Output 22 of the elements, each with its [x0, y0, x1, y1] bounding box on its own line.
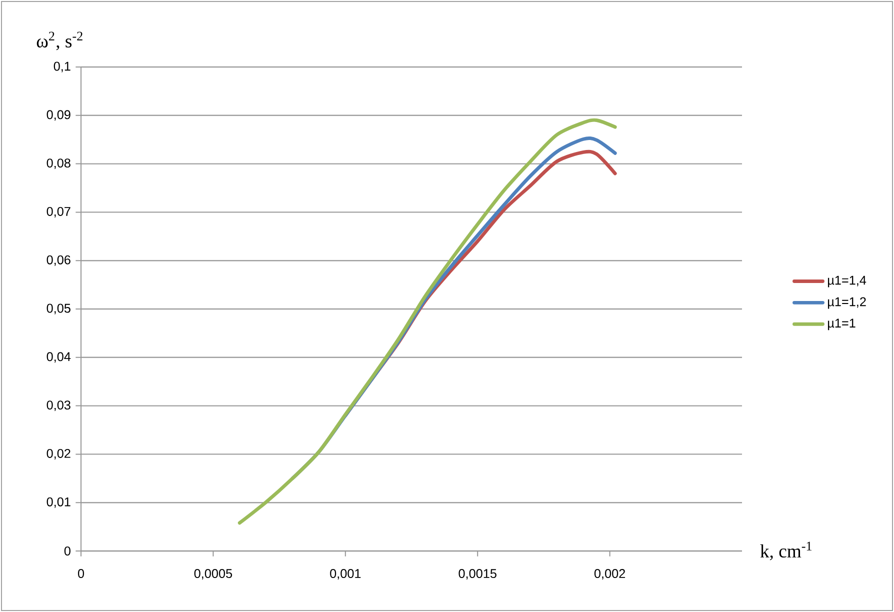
x-tick-label: 0,0015 — [458, 569, 496, 580]
y-tick-label: 0,09 — [46, 110, 70, 121]
y-tick-label: 0,03 — [46, 400, 70, 412]
y-tick-label: 0,02 — [46, 448, 70, 460]
y-tick-label: 0,05 — [46, 304, 70, 314]
y-tick-label: 0,1 — [54, 62, 70, 72]
y-axis-title: ω$^{2}$, s$^{-2}$ — [36, 32, 82, 50]
x-tick-label: 0,002 — [594, 569, 626, 580]
y-tick-label: 0,06 — [46, 255, 70, 266]
y-tick-label: 0 — [64, 546, 70, 556]
y-tick-label: 0,08 — [46, 158, 70, 170]
legend-label: µ1=1 — [828, 318, 856, 330]
x-tick-label: 0,001 — [330, 569, 361, 580]
x-axis-title: k, cm$^{-1}$ — [760, 542, 812, 560]
x-tick-label: 0,0005 — [194, 569, 232, 580]
y-tick-label: 0,07 — [46, 206, 70, 218]
legend-label: µ1=1,2 — [828, 297, 866, 309]
x-tick-label: 0 — [78, 569, 84, 578]
line-series — [238, 118, 617, 525]
legend-label: µ1=1,4 — [828, 276, 866, 288]
y-tick-label: 0,04 — [46, 352, 71, 363]
y-tick-label: 0,01 — [46, 497, 70, 508]
